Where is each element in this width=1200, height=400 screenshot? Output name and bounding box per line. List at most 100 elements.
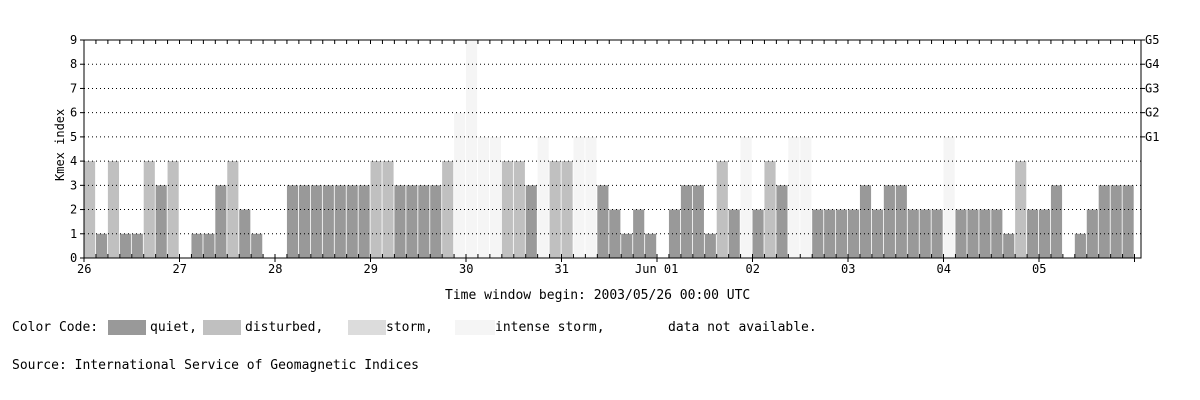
bar-26-7 xyxy=(167,161,179,258)
bar-29-6 xyxy=(442,161,454,258)
legend-title: Color Code: xyxy=(12,320,99,335)
x-tick-label-30: 30 xyxy=(459,262,473,276)
bar-02-4 xyxy=(800,136,812,258)
bar-jun-01-5 xyxy=(716,161,728,258)
y-tick-label-1: 1 xyxy=(70,227,77,241)
bar-jun-01-7 xyxy=(740,136,752,258)
legend-label-quiet: quiet, xyxy=(150,320,197,335)
legend-label-not-available: data not available. xyxy=(668,320,817,335)
bar-28-7 xyxy=(358,185,370,258)
y-tick-label-5: 5 xyxy=(70,130,77,144)
legend-swatch-not-available xyxy=(625,320,665,335)
bar-31-3 xyxy=(597,185,609,258)
y-tick-label-3: 3 xyxy=(70,178,77,192)
bar-29-5 xyxy=(430,185,442,258)
right-tick-label-g4: G4 xyxy=(1145,57,1159,71)
bar-03-2 xyxy=(871,209,884,258)
legend-swatch-storm xyxy=(348,320,386,335)
plot-frame xyxy=(83,39,1142,259)
bar-28-3 xyxy=(310,185,322,258)
legend-swatch-quiet xyxy=(108,320,146,335)
bar-02-7 xyxy=(836,209,848,258)
bar-31-6 xyxy=(633,209,645,258)
bar-31-5 xyxy=(621,233,633,258)
bar-03-3 xyxy=(883,185,895,258)
x-tick-label-29: 29 xyxy=(364,262,378,276)
bar-29-7 xyxy=(454,112,466,258)
bar-jun-01-4 xyxy=(704,233,716,258)
bar-04-5 xyxy=(1003,233,1015,258)
bar-30-6 xyxy=(537,136,549,258)
y-tick-label-7: 7 xyxy=(70,81,77,95)
bar-jun-01-6 xyxy=(728,209,740,258)
bar-26-2 xyxy=(107,161,120,258)
legend-label-intense-storm: intense storm, xyxy=(495,320,605,335)
bar-05-1 xyxy=(1050,185,1063,258)
bar-05-6 xyxy=(1110,185,1122,258)
bar-02-5 xyxy=(812,209,824,258)
bar-03-0 xyxy=(848,209,860,258)
bar-31-7 xyxy=(645,233,657,258)
x-tick-label-02: 02 xyxy=(746,262,760,276)
bar-26-4 xyxy=(131,233,143,258)
bar-03-6 xyxy=(919,209,931,258)
y-axis-title: Kmex index xyxy=(53,109,67,181)
bar-jun-01-3 xyxy=(692,185,704,258)
legend-swatch-disturbed xyxy=(203,320,241,335)
bar-26-0 xyxy=(84,161,96,258)
bar-29-3 xyxy=(406,185,418,258)
x-tick-label-31: 31 xyxy=(555,262,569,276)
x-tick-label-jun-01: Jun 01 xyxy=(635,262,678,276)
bar-26-5 xyxy=(143,161,155,258)
bar-03-7 xyxy=(931,209,943,258)
bar-26-1 xyxy=(95,233,108,258)
bar-03-4 xyxy=(895,185,907,258)
y-tick-label-6: 6 xyxy=(70,106,77,120)
right-tick-label-g1: G1 xyxy=(1145,130,1159,144)
bar-31-0 xyxy=(561,161,573,258)
bar-05-3 xyxy=(1074,233,1086,258)
bar-31-2 xyxy=(585,136,597,258)
y-tick-label-9: 9 xyxy=(70,33,77,47)
bar-05-7 xyxy=(1122,185,1134,258)
bar-jun-01-1 xyxy=(668,209,681,258)
x-tick-label-03: 03 xyxy=(841,262,855,276)
bar-26-6 xyxy=(155,185,167,258)
bar-04-0 xyxy=(943,136,955,258)
bar-04-1 xyxy=(955,209,967,258)
legend-swatch-intense-storm xyxy=(455,320,495,335)
bar-30-0 xyxy=(466,40,478,258)
bar-30-2 xyxy=(489,136,502,258)
bar-28-6 xyxy=(346,185,358,258)
bar-jun-01-2 xyxy=(680,185,693,258)
bar-03-1 xyxy=(859,185,872,258)
bar-31-4 xyxy=(609,209,621,258)
x-tick-label-28: 28 xyxy=(268,262,282,276)
y-tick-label-0: 0 xyxy=(70,251,77,265)
right-tick-label-g2: G2 xyxy=(1145,106,1159,120)
bar-30-3 xyxy=(501,161,513,258)
bar-27-1 xyxy=(191,233,203,258)
bar-28-4 xyxy=(322,185,334,258)
bar-28-5 xyxy=(334,185,346,258)
bar-02-1 xyxy=(764,161,776,258)
bar-29-2 xyxy=(394,185,406,258)
bar-02-0 xyxy=(752,209,764,258)
bar-02-2 xyxy=(776,185,788,258)
y-tick-label-8: 8 xyxy=(70,57,77,71)
bar-03-5 xyxy=(907,209,919,258)
bar-27-3 xyxy=(215,185,227,258)
right-tick-label-g5: G5 xyxy=(1145,33,1159,47)
bar-30-5 xyxy=(525,185,537,258)
legend-label-disturbed: disturbed, xyxy=(245,320,324,335)
bar-28-1 xyxy=(286,185,299,258)
bar-02-3 xyxy=(788,136,800,258)
bar-30-4 xyxy=(513,161,525,258)
y-tick-label-2: 2 xyxy=(70,203,77,217)
bar-02-6 xyxy=(824,209,836,258)
source-note: Source: International Service of Geomagn… xyxy=(12,358,419,373)
bar-29-4 xyxy=(418,185,430,258)
x-tick-label-05: 05 xyxy=(1032,262,1046,276)
bar-28-2 xyxy=(298,185,311,258)
